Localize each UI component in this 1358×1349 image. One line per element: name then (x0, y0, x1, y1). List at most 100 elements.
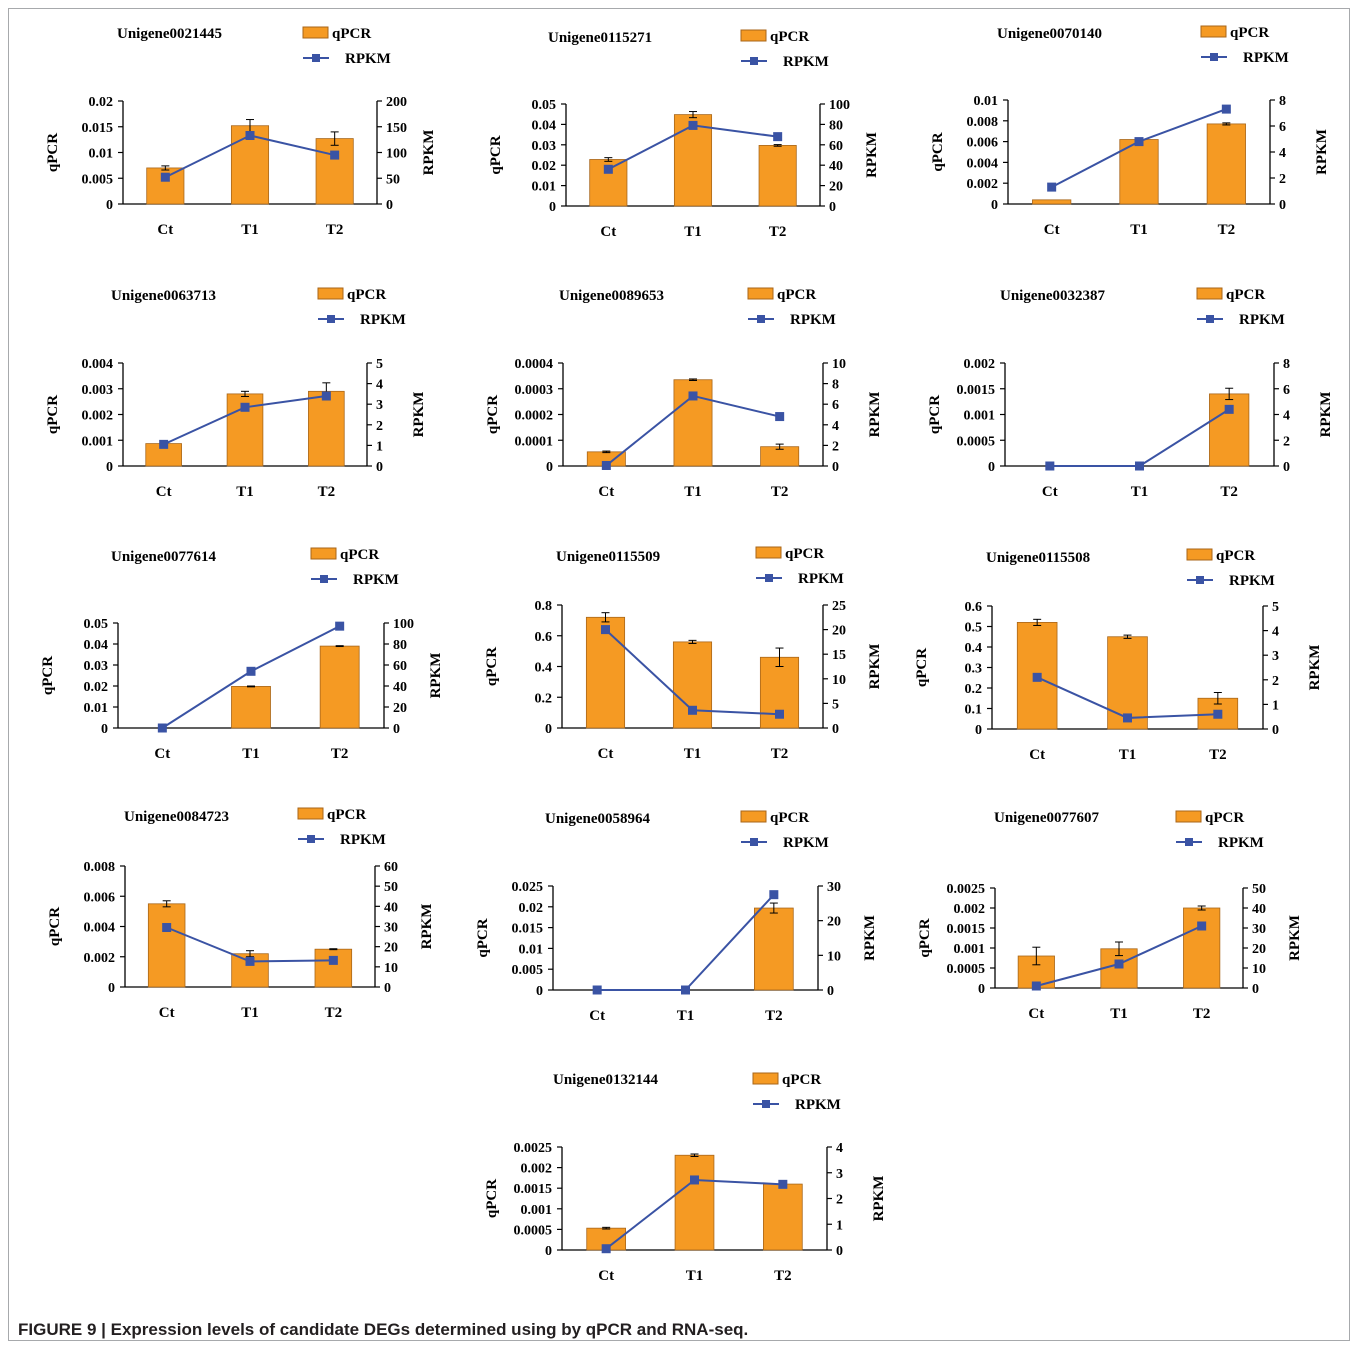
y-tick-label-right: 1 (376, 439, 383, 454)
y-tick-label-right: 30 (384, 921, 398, 936)
chart-panel-12: Unigene0077607 qPCR RPKM 0 0.0005 0.001 0.0015… (917, 810, 1303, 1022)
y-tick-label-left: 0.6 (965, 600, 983, 615)
y-tick-label-left: 0.4 (965, 641, 983, 656)
rpkm-point (240, 402, 250, 412)
y-tick-label-right: 3 (376, 398, 383, 413)
y-tick-label-right: 60 (829, 139, 843, 154)
y-tick-label-right: 5 (376, 357, 383, 372)
x-tick-label: Ct (1028, 1006, 1044, 1022)
legend-bar-swatch (317, 287, 344, 300)
y-tick-label-right: 0 (1252, 982, 1259, 997)
y-tick-label-right: 2 (376, 419, 383, 434)
rpkm-point (1197, 921, 1207, 931)
legend-bar-swatch (302, 26, 329, 39)
y-tick-label-left: 0 (545, 1244, 552, 1259)
y-tick-label-left: 0 (991, 198, 998, 213)
y-tick-label-left: 0.004 (967, 156, 999, 171)
x-tick-label: T1 (241, 1005, 259, 1021)
y-tick-label-left: 0.006 (84, 890, 116, 905)
x-tick-label: T2 (1218, 222, 1236, 238)
y-tick-label-right: 50 (384, 880, 398, 895)
legend-line-marker (320, 575, 328, 583)
rpkm-point (1123, 713, 1132, 723)
rpkm-point (773, 132, 783, 142)
y-tick-label-left: 0.0002 (515, 409, 554, 424)
legend-bar-swatch (755, 546, 782, 559)
y-tick-label-right: 0 (1279, 198, 1286, 213)
y-tick-label-right: 0 (384, 981, 391, 996)
y-axis-label-left: qPCR (930, 132, 946, 171)
legend-label-rpkm: RPKM (1239, 312, 1285, 328)
y-tick-label-right: 20 (827, 915, 841, 930)
legend-label-qpcr: qPCR (777, 287, 816, 303)
rpkm-point (1114, 959, 1124, 969)
x-tick-label: T1 (1130, 222, 1148, 238)
y-tick-label-left: 0.01 (974, 94, 999, 109)
x-tick-label: Ct (156, 484, 172, 500)
y-tick-label-right: 10 (384, 961, 398, 976)
y-tick-label-right: 4 (1283, 409, 1290, 424)
y-tick-label-left: 0.002 (967, 177, 999, 192)
legend-label-qpcr: qPCR (1230, 25, 1269, 41)
rpkm-point (592, 985, 602, 995)
chart-panel-10: Unigene0084723 qPCR RPKM 0 0.002 0.004 0.006 0.… (47, 807, 435, 1021)
y-axis-label-left: qPCR (927, 395, 943, 434)
y-axis-label-left: qPCR (47, 907, 63, 946)
y-tick-label-left: 0.001 (954, 942, 986, 957)
y-tick-label-right: 0 (836, 1244, 843, 1259)
y-tick-label-right: 200 (386, 95, 407, 110)
x-tick-label: T2 (765, 1008, 783, 1024)
y-axis-label-right: RPKM (867, 392, 883, 438)
y-tick-label-right: 60 (384, 860, 398, 875)
legend-line-marker (750, 57, 758, 65)
qpcr-bar (308, 390, 345, 467)
y-tick-label-right: 4 (376, 378, 383, 393)
y-tick-label-left: 0 (975, 723, 982, 738)
y-tick-label-right: 5 (832, 697, 839, 712)
y-tick-label-left: 0.0025 (514, 1141, 553, 1156)
y-tick-label-left: 0.05 (532, 98, 557, 113)
y-tick-label-left: 0 (106, 198, 113, 213)
qpcr-bar (754, 907, 794, 991)
rpkm-point (769, 890, 779, 900)
x-tick-label: T2 (325, 1005, 343, 1021)
legend-label-rpkm: RPKM (783, 54, 829, 70)
x-tick-label: Ct (600, 224, 616, 240)
x-tick-label: T1 (684, 224, 702, 240)
y-tick-label-left: 0.01 (84, 701, 109, 716)
y-tick-label-right: 10 (832, 357, 846, 372)
y-tick-label-right: 8 (1283, 357, 1290, 372)
legend-bar-swatch (297, 807, 324, 820)
y-tick-label-right: 4 (1272, 625, 1279, 640)
y-tick-label-right: 2 (832, 439, 839, 454)
y-axis-label-left: qPCR (40, 656, 56, 695)
x-tick-label: T2 (771, 484, 789, 500)
x-tick-label: T2 (1193, 1006, 1211, 1022)
legend-line-marker (307, 835, 315, 843)
y-tick-label-left: 0.1 (965, 703, 983, 718)
y-tick-label-right: 2 (1272, 674, 1279, 689)
y-tick-label-left: 0.025 (512, 880, 544, 895)
y-tick-label-left: 0.04 (84, 638, 109, 653)
y-axis-label-left: qPCR (45, 133, 61, 172)
rpkm-point (157, 723, 167, 733)
rpkm-point (681, 985, 690, 995)
rpkm-point (328, 955, 338, 965)
y-tick-label-right: 30 (827, 880, 841, 895)
rpkm-point (162, 923, 172, 933)
legend-label-rpkm: RPKM (795, 1097, 841, 1113)
legend-bar-swatch (1196, 287, 1223, 300)
y-tick-label-right: 50 (1252, 882, 1266, 897)
chart-title: Unigene0132144 (553, 1072, 659, 1088)
y-tick-label-left: 0.003 (82, 383, 114, 398)
x-tick-label: T2 (1220, 484, 1238, 500)
x-tick-label: Ct (154, 746, 170, 762)
rpkm-point (1135, 461, 1144, 471)
y-tick-label-left: 0.05 (84, 617, 109, 632)
y-axis-label-right: RPKM (421, 130, 437, 176)
y-tick-label-right: 0 (832, 722, 839, 737)
y-axis-label-right: RPKM (867, 644, 883, 690)
y-tick-label-right: 30 (1252, 922, 1266, 937)
qpcr-bar (1206, 123, 1246, 205)
rpkm-point (688, 120, 698, 130)
